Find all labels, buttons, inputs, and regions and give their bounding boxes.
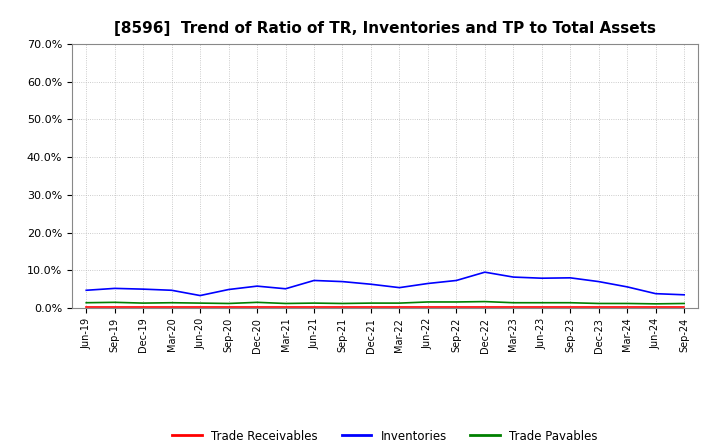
Inventories	[196, 293, 204, 298]
Trade Payables	[480, 299, 489, 304]
Inventories	[167, 288, 176, 293]
Trade Payables	[537, 300, 546, 305]
Trade Payables	[225, 301, 233, 306]
Inventories	[509, 275, 518, 280]
Trade Payables	[310, 301, 318, 306]
Trade Receivables	[310, 304, 318, 309]
Trade Receivables	[537, 304, 546, 309]
Inventories	[253, 283, 261, 289]
Inventories	[225, 287, 233, 292]
Trade Receivables	[110, 304, 119, 309]
Title: [8596]  Trend of Ratio of TR, Inventories and TP to Total Assets: [8596] Trend of Ratio of TR, Inventories…	[114, 21, 656, 36]
Trade Payables	[366, 301, 375, 306]
Legend: Trade Receivables, Inventories, Trade Payables: Trade Receivables, Inventories, Trade Pa…	[168, 425, 603, 440]
Trade Receivables	[395, 304, 404, 309]
Trade Payables	[452, 299, 461, 304]
Trade Payables	[110, 300, 119, 305]
Trade Payables	[82, 300, 91, 305]
Trade Payables	[395, 301, 404, 306]
Trade Payables	[253, 300, 261, 305]
Trade Receivables	[338, 304, 347, 309]
Inventories	[366, 282, 375, 287]
Inventories	[395, 285, 404, 290]
Line: Inventories: Inventories	[86, 272, 684, 296]
Trade Receivables	[282, 304, 290, 309]
Inventories	[566, 275, 575, 280]
Trade Payables	[423, 299, 432, 304]
Inventories	[282, 286, 290, 291]
Trade Receivables	[366, 304, 375, 309]
Trade Payables	[338, 301, 347, 306]
Trade Receivables	[167, 304, 176, 309]
Inventories	[139, 286, 148, 292]
Trade Payables	[680, 301, 688, 306]
Trade Receivables	[480, 304, 489, 309]
Trade Receivables	[196, 304, 204, 309]
Trade Payables	[196, 301, 204, 306]
Trade Payables	[652, 301, 660, 307]
Trade Receivables	[82, 304, 91, 309]
Trade Receivables	[680, 304, 688, 309]
Trade Payables	[282, 301, 290, 306]
Inventories	[338, 279, 347, 284]
Trade Receivables	[253, 304, 261, 309]
Inventories	[623, 284, 631, 290]
Trade Receivables	[652, 304, 660, 309]
Trade Payables	[623, 301, 631, 306]
Trade Payables	[167, 300, 176, 305]
Trade Receivables	[566, 304, 575, 309]
Inventories	[110, 286, 119, 291]
Inventories	[537, 275, 546, 281]
Inventories	[452, 278, 461, 283]
Trade Receivables	[509, 304, 518, 309]
Inventories	[652, 291, 660, 296]
Trade Payables	[139, 301, 148, 306]
Trade Receivables	[452, 304, 461, 309]
Trade Receivables	[595, 304, 603, 309]
Trade Receivables	[423, 304, 432, 309]
Trade Receivables	[623, 304, 631, 309]
Trade Payables	[595, 301, 603, 306]
Inventories	[680, 292, 688, 297]
Inventories	[595, 279, 603, 284]
Trade Payables	[566, 300, 575, 305]
Inventories	[480, 270, 489, 275]
Inventories	[310, 278, 318, 283]
Inventories	[82, 288, 91, 293]
Trade Receivables	[139, 304, 148, 309]
Line: Trade Payables: Trade Payables	[86, 301, 684, 304]
Trade Payables	[509, 300, 518, 305]
Inventories	[423, 281, 432, 286]
Trade Receivables	[225, 304, 233, 309]
